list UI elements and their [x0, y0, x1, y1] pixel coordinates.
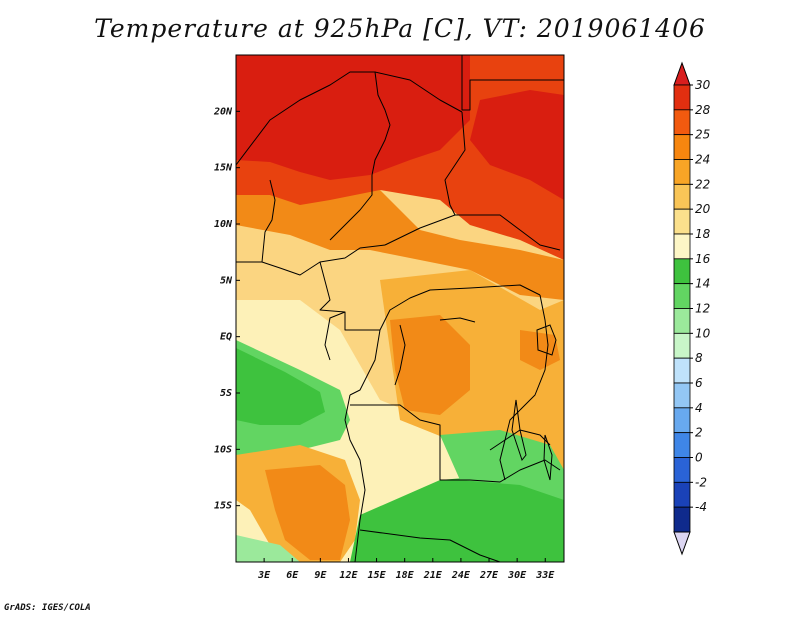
colorbar-label: 8 [695, 351, 703, 365]
lat-tick-label: 10N [214, 219, 233, 230]
colorbar-bin [673, 258, 691, 285]
border-line [261, 179, 276, 263]
lon-tick-label: 9E [314, 570, 327, 581]
border-line [329, 175, 373, 241]
colorbar-bin [673, 432, 691, 458]
field-region-hot [236, 55, 470, 180]
lon-tick-label: 3E [257, 570, 271, 581]
colorbar-bin [673, 308, 691, 334]
lon-tick-label: 6E [286, 570, 299, 581]
colorbar-top-arrow [673, 61, 691, 86]
field-region-green_dark [236, 348, 325, 425]
field-region-green_light [236, 535, 300, 562]
colorbar-bin [673, 506, 691, 533]
lon-tick-label: 12E [339, 570, 358, 581]
colorbar-bin [673, 332, 691, 359]
colorbar-label: 12 [695, 302, 710, 316]
colorbar-bin [673, 208, 691, 235]
colorbar-bottom-arrow [673, 531, 691, 556]
border-line [519, 294, 549, 411]
colorbar-label: 18 [695, 227, 711, 241]
lake-tanganyika-outline [511, 399, 527, 462]
field-region-warm [520, 330, 560, 370]
latitude-axis: 20N 15N 10N 5N EQ 5S 10S 15S [213, 106, 240, 512]
border-line [349, 329, 381, 396]
colorbar-label: 28 [695, 103, 711, 117]
field-region-warm [236, 190, 564, 300]
field-region-warm [265, 465, 350, 560]
lat-tick-label: 15N [214, 163, 233, 174]
chart-title: Temperature at 925hPa [C], VT: 201906140… [94, 14, 706, 43]
colorbar-label: -2 [695, 475, 707, 489]
colorbar-label: 20 [695, 202, 711, 216]
colorbar-bin [673, 109, 691, 136]
colorbar-label: 24 [695, 153, 710, 167]
colorbar-bin [673, 84, 691, 111]
lon-tick-label: 15E [368, 570, 387, 581]
colorbar-bin [673, 357, 691, 384]
colorbar-bin [673, 183, 691, 210]
colorbar-bin [673, 159, 691, 185]
border-line [384, 214, 561, 251]
border-line [359, 529, 501, 562]
lat-tick-label: 15S [214, 501, 232, 512]
colorbar-bin [673, 233, 691, 260]
lat-tick-label: 5S [220, 388, 232, 399]
lon-tick-label: 27E [479, 570, 499, 581]
colorbar-label: 25 [695, 128, 710, 142]
colorbar-label: 10 [695, 326, 711, 340]
colorbar-bin [673, 481, 691, 508]
colorbar-label: -4 [695, 500, 707, 514]
lon-tick-label: 21E [423, 570, 443, 581]
longitude-axis: 3E 6E 9E 12E 15E 18E 21E 24E 27E 30E 33E [257, 558, 555, 581]
colorbar-label: 14 [695, 277, 710, 291]
colorbar-bin [673, 283, 691, 309]
colorbar-label: 0 [695, 451, 703, 465]
lon-tick-label: 33E [535, 570, 555, 581]
grads-credit: GrADS: IGES/COLA [4, 603, 91, 613]
border-line [319, 261, 380, 331]
border-line [371, 71, 391, 176]
country-borders [236, 55, 564, 562]
map-frame [235, 54, 565, 563]
border-line [236, 71, 463, 166]
border-line [324, 311, 346, 361]
lat-tick-label: 20N [213, 106, 233, 117]
field-region-warm [390, 315, 470, 415]
colorbar-bin [673, 457, 691, 483]
colorbar-label: 2 [695, 426, 703, 440]
border-line [379, 284, 541, 331]
border-line [444, 111, 466, 216]
colorbar-bin [673, 407, 691, 434]
border-line [461, 55, 564, 111]
border-line [344, 394, 366, 562]
lon-tick-label: 18E [396, 570, 415, 581]
lat-tick-label: 5N [220, 275, 233, 286]
field-region-hot [470, 90, 564, 200]
colorbar-label: 4 [695, 401, 703, 415]
border-line [236, 244, 386, 276]
colorbar-label: 6 [695, 376, 703, 390]
border-line [394, 324, 406, 386]
lat-tick-label: 10S [214, 444, 232, 455]
field-region-green [440, 430, 564, 500]
colorbar-label: 30 [695, 78, 711, 92]
lake-malawi-outline [543, 434, 553, 481]
colorbar-bin [673, 382, 691, 409]
lon-tick-label: 30E [507, 570, 527, 581]
border-line [350, 404, 441, 445]
lake-victoria-outline [536, 324, 557, 356]
border-line [439, 317, 476, 323]
lat-tick-label: EQ [220, 332, 232, 343]
temperature-field [236, 55, 564, 562]
border-line [439, 445, 561, 483]
field-region-green_dark [350, 475, 564, 562]
colorbar-bin [673, 134, 691, 160]
colorbar-label: 22 [695, 177, 710, 191]
colorbar-label: 16 [695, 252, 711, 266]
lon-tick-label: 24E [451, 570, 471, 581]
